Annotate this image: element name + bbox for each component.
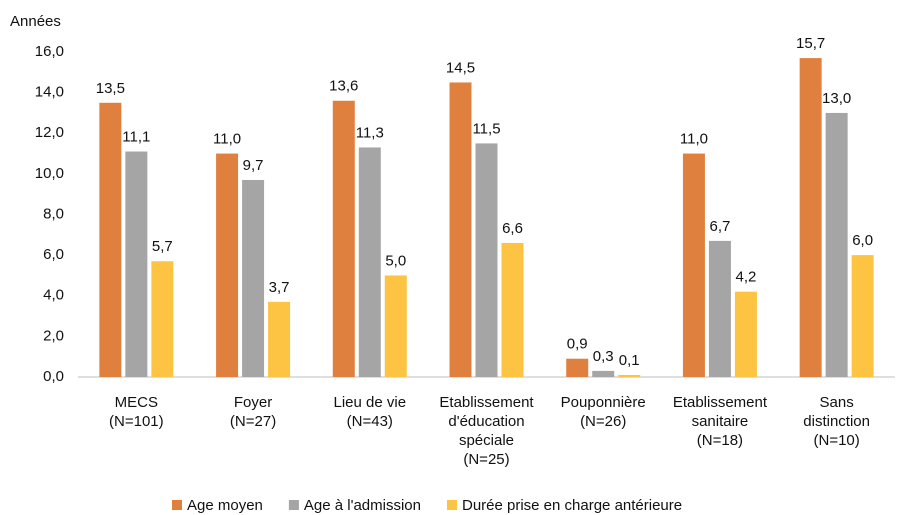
y-tick-label: 14,0 — [35, 84, 64, 101]
x-tick-label: Foyer (N=27) — [229, 394, 277, 430]
y-axis-label: Années — [10, 13, 61, 30]
bar — [851, 255, 874, 377]
data-label: 4,2 — [735, 269, 756, 286]
y-tick-label: 8,0 — [43, 205, 64, 222]
data-label: 5,0 — [385, 252, 406, 269]
legend-swatch — [288, 500, 299, 510]
legend-label: Durée prise en charge antérieure — [462, 497, 682, 514]
data-label: 9,7 — [243, 157, 264, 174]
x-tick-label: MECS (N=101) — [109, 394, 164, 430]
x-tick-label: Sans distinction (N=10) — [803, 394, 870, 449]
data-label: 11,0 — [213, 131, 241, 148]
bar — [501, 242, 524, 377]
data-label: 15,7 — [796, 35, 825, 52]
bar — [268, 301, 291, 377]
bar — [358, 147, 381, 377]
bar — [125, 151, 148, 377]
data-label: 13,0 — [822, 90, 851, 107]
x-tick-label: Etablissement sanitaire (N=18) — [672, 394, 768, 449]
data-label: 0,3 — [593, 348, 614, 365]
data-label: 6,6 — [502, 220, 523, 237]
y-tick-label: 6,0 — [43, 246, 64, 263]
data-label: 11,5 — [472, 120, 500, 137]
y-tick-label: 10,0 — [35, 165, 64, 182]
bar — [332, 100, 355, 377]
data-label: 13,6 — [329, 78, 358, 95]
y-tick-label: 0,0 — [43, 368, 64, 385]
bar — [734, 291, 757, 377]
bar — [384, 275, 407, 377]
y-tick-label: 16,0 — [35, 43, 64, 60]
bar — [99, 102, 122, 377]
bar — [242, 179, 265, 377]
bar — [708, 240, 731, 377]
x-tick-label: Etablissement d'éducation spéciale (N=25… — [439, 394, 534, 468]
legend-swatch — [172, 500, 182, 510]
data-label: 14,5 — [446, 59, 475, 76]
bar — [592, 370, 615, 377]
x-tick-label: Pouponnière (N=26) — [560, 394, 646, 430]
x-tick-label: Lieu de vie (N=43) — [333, 394, 407, 430]
data-label: 11,3 — [356, 124, 384, 141]
bar — [475, 143, 498, 377]
data-label: 13,5 — [96, 80, 125, 97]
data-label: 6,0 — [852, 232, 873, 249]
data-label: 11,1 — [122, 129, 150, 146]
bar — [799, 58, 822, 377]
data-label: 11,0 — [680, 131, 708, 148]
data-label: 5,7 — [152, 238, 173, 255]
bar — [566, 358, 589, 377]
bar — [682, 153, 705, 377]
data-label: 0,1 — [619, 352, 640, 369]
y-tick-label: 4,0 — [43, 287, 64, 304]
data-label: 0,9 — [567, 336, 588, 353]
data-label: 3,7 — [269, 279, 290, 296]
legend-swatch — [446, 500, 457, 510]
legend-label: Age moyen — [187, 497, 263, 514]
bar — [618, 374, 641, 377]
y-tick-label: 2,0 — [43, 327, 64, 344]
bar — [449, 82, 472, 377]
bar — [216, 153, 239, 377]
bar — [825, 112, 848, 377]
legend-label: Age à l'admission — [304, 497, 421, 514]
y-tick-label: 12,0 — [35, 124, 64, 141]
bar — [151, 261, 174, 377]
data-label: 6,7 — [709, 218, 730, 235]
